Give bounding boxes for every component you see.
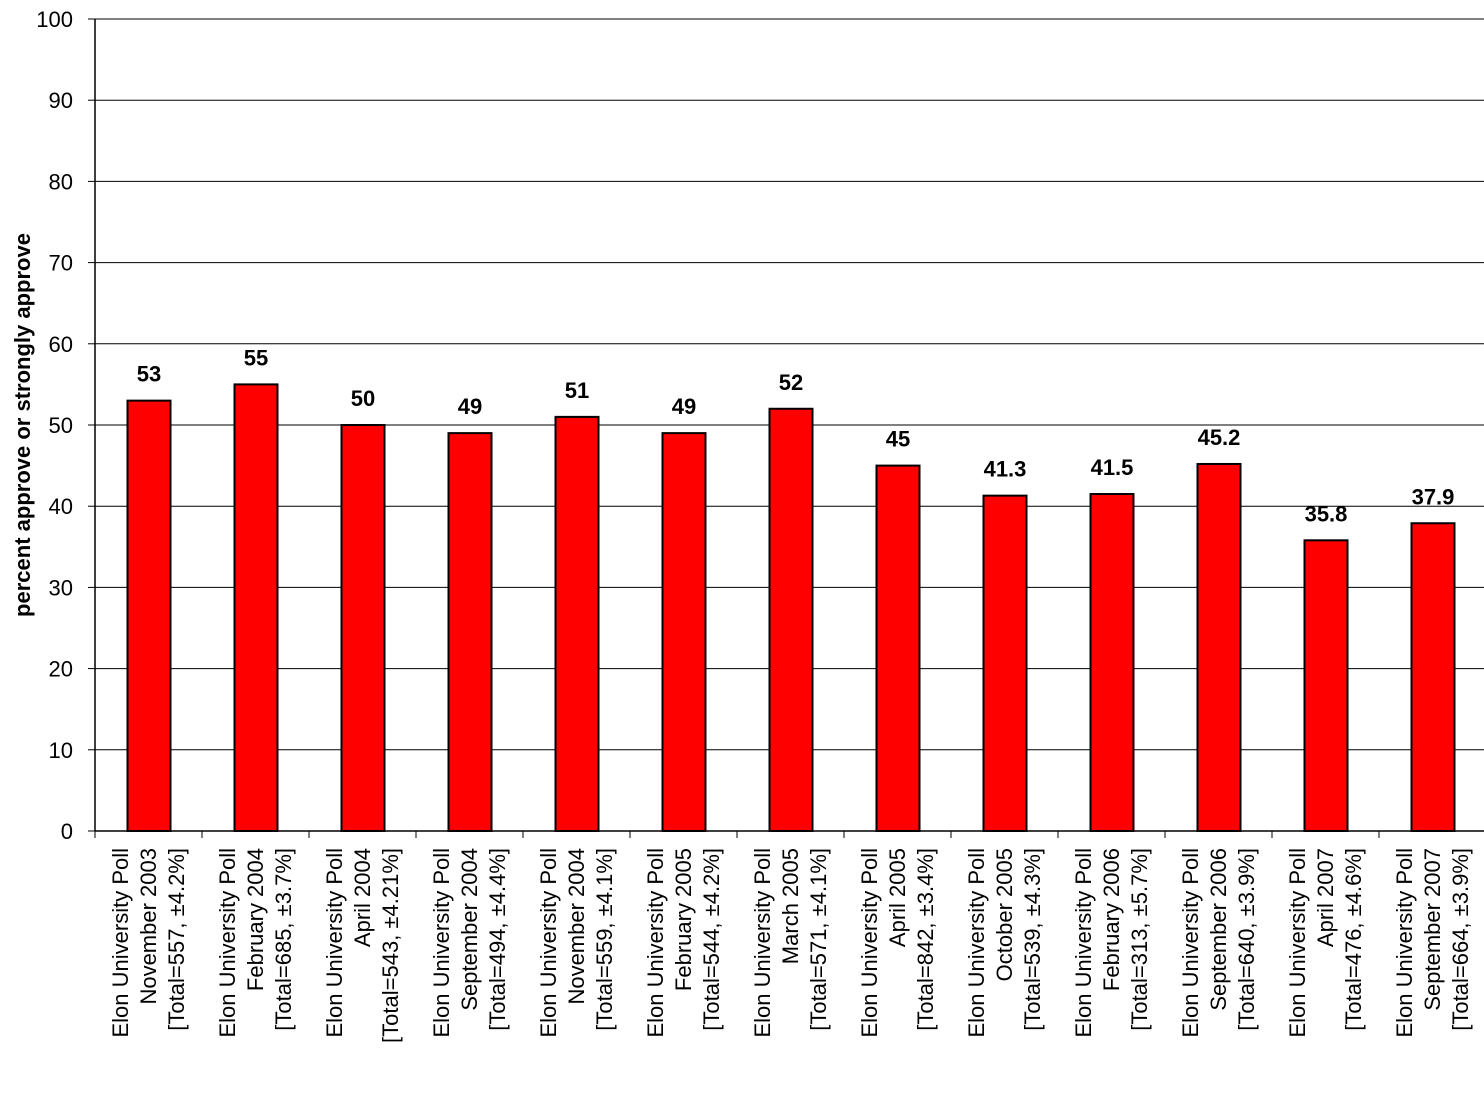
x-category-label: November 2004 xyxy=(564,848,589,1005)
data-label: 52 xyxy=(779,370,803,395)
x-category-label: February 2005 xyxy=(671,848,696,991)
x-category-label: April 2007 xyxy=(1313,848,1338,947)
bar xyxy=(447,432,493,832)
data-label: 49 xyxy=(458,394,482,419)
x-category-label: Elon University Poll xyxy=(643,848,668,1038)
data-label: 41.5 xyxy=(1091,455,1134,480)
y-tick-label: 0 xyxy=(61,819,73,844)
data-label: 35.8 xyxy=(1305,501,1348,526)
bar xyxy=(661,432,707,832)
x-category-label: Elon University Poll xyxy=(108,848,133,1038)
x-axis-categories: Elon University Poll November 2003 [Total=… xyxy=(108,848,1473,1043)
x-category-label: [Total=494, ±4.4%] xyxy=(485,848,510,1031)
data-label: 53 xyxy=(137,362,161,387)
data-label: 49 xyxy=(672,394,696,419)
bar xyxy=(1410,522,1456,832)
x-category-label: [Total=476, ±4.6%] xyxy=(1341,848,1366,1031)
data-label: 51 xyxy=(565,378,589,403)
x-category-label: [Total=640, ±3.9%] xyxy=(1234,848,1259,1031)
x-category-label: Elon University Poll xyxy=(1392,848,1417,1038)
y-tick-label: 30 xyxy=(49,575,73,600)
x-category-label: October 2005 xyxy=(992,848,1017,981)
data-labels: 53 55 50 49 51 49 52 45 41.3 41.5 45.2 35.8 37.9 xyxy=(137,345,1455,526)
x-category-label: [Total=544, ±4.2%] xyxy=(699,848,724,1031)
y-tick-label: 90 xyxy=(49,88,73,113)
x-category-label: Elon University Poll xyxy=(215,848,240,1038)
x-category-label: March 2005 xyxy=(778,848,803,964)
bar xyxy=(340,424,386,832)
x-category-label: [Total=842, ±3.4%] xyxy=(913,848,938,1031)
x-category-label: April 2005 xyxy=(885,848,910,947)
bar xyxy=(1089,493,1135,832)
x-category-label: April 2004 xyxy=(350,848,375,947)
x-category-label: September 2006 xyxy=(1206,848,1231,1011)
data-label: 55 xyxy=(244,345,268,370)
y-tick-label: 40 xyxy=(49,494,73,519)
bar xyxy=(1303,539,1349,833)
x-category-label: Elon University Poll xyxy=(750,848,775,1038)
x-category-label: Elon University Poll xyxy=(857,848,882,1038)
y-axis-ticks: 0 10 20 30 40 50 60 70 80 90 100 xyxy=(36,7,95,844)
bar xyxy=(233,383,279,832)
x-category-label: September 2007 xyxy=(1420,848,1445,1011)
y-tick-label: 10 xyxy=(49,738,73,763)
x-category-label: Elon University Poll xyxy=(964,848,989,1038)
x-category-label: Elon University Poll xyxy=(1285,848,1310,1038)
x-category-label: [Total=559, ±4.1%] xyxy=(592,848,617,1031)
x-category-label: [Total=539, ±4.3%] xyxy=(1020,848,1045,1031)
x-category-label: Elon University Poll xyxy=(1178,848,1203,1038)
x-category-label: Elon University Poll xyxy=(322,848,347,1038)
data-label: 45 xyxy=(886,427,910,452)
bar xyxy=(768,407,814,832)
x-category-label: [Total=571, ±4.1%] xyxy=(806,848,831,1031)
y-tick-label: 100 xyxy=(36,7,73,32)
y-tick-label: 20 xyxy=(49,657,73,682)
data-label: 41.3 xyxy=(984,457,1027,482)
bar xyxy=(126,399,172,832)
y-tick-label: 60 xyxy=(49,332,73,357)
data-label: 45.2 xyxy=(1198,425,1241,450)
x-category-label: Elon University Poll xyxy=(1071,848,1096,1038)
x-category-label: November 2003 xyxy=(136,848,161,1005)
axes xyxy=(94,19,1484,838)
x-category-label: [Total=313, ±5.7%] xyxy=(1127,848,1152,1031)
x-category-label: [Total=664, ±3.9%] xyxy=(1448,848,1473,1031)
y-tick-label: 80 xyxy=(49,169,73,194)
x-category-label: [Total=557, ±4.2%] xyxy=(164,848,189,1031)
x-category-label: February 2004 xyxy=(243,848,268,991)
x-category-label: September 2004 xyxy=(457,848,482,1011)
x-category-label: Elon University Poll xyxy=(536,848,561,1038)
x-category-label: February 2006 xyxy=(1099,848,1124,991)
data-label: 50 xyxy=(351,386,375,411)
x-category-label: [Total=685, ±3.7%] xyxy=(271,848,296,1031)
data-label: 37.9 xyxy=(1412,484,1455,509)
bar xyxy=(554,415,600,832)
y-tick-label: 70 xyxy=(49,251,73,276)
x-category-label: Elon University Poll xyxy=(429,848,454,1038)
x-category-label: [Total=543, ±4.21%] xyxy=(378,848,403,1043)
bar xyxy=(1196,462,1242,832)
bars xyxy=(126,383,1456,833)
bar xyxy=(875,464,921,832)
y-axis-title: percent approve or strongly approve xyxy=(10,233,35,617)
y-tick-label: 50 xyxy=(49,413,73,438)
bar xyxy=(982,494,1028,832)
